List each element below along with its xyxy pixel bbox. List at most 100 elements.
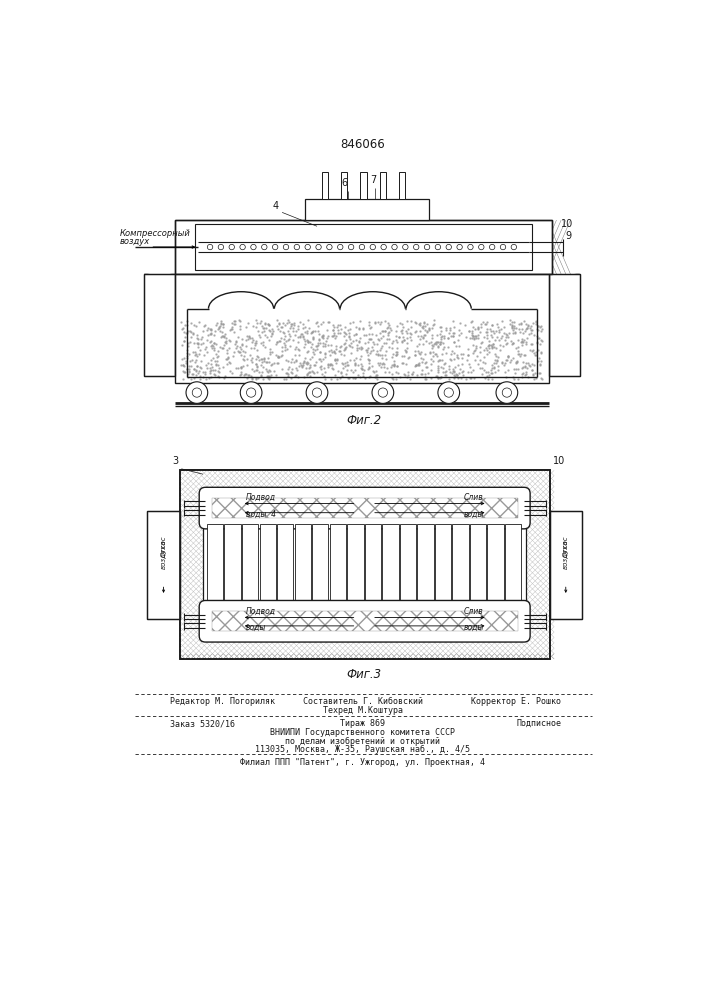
Point [307, 330, 318, 346]
Point [242, 367, 253, 383]
Point [259, 315, 271, 331]
Point [346, 345, 357, 361]
Point [312, 337, 324, 353]
Point [211, 356, 222, 372]
Point [332, 371, 343, 387]
Point [325, 356, 336, 372]
Point [194, 346, 205, 362]
Point [486, 327, 497, 343]
Point [297, 357, 308, 373]
Point [484, 337, 495, 353]
Point [423, 365, 434, 381]
Point [315, 344, 326, 360]
Point [410, 357, 421, 373]
Point [419, 318, 431, 334]
Point [305, 357, 316, 373]
Point [240, 319, 252, 335]
Point [440, 367, 452, 383]
Point [491, 352, 502, 368]
Point [419, 366, 431, 382]
Point [486, 340, 497, 356]
Bar [225, 524, 241, 605]
Point [234, 313, 245, 329]
Point [467, 330, 478, 346]
Point [413, 328, 424, 344]
Point [308, 323, 319, 339]
Point [414, 316, 425, 332]
Point [372, 343, 383, 359]
Point [187, 326, 199, 342]
Point [205, 321, 216, 337]
Point [180, 317, 191, 333]
Point [443, 371, 455, 387]
Point [478, 342, 489, 358]
Point [433, 338, 444, 354]
Point [221, 333, 232, 349]
Point [489, 364, 501, 380]
Point [286, 316, 297, 332]
Point [192, 358, 203, 374]
Point [251, 342, 262, 358]
Circle shape [378, 388, 387, 397]
Point [353, 320, 364, 336]
Bar [549, 274, 580, 376]
Text: Редактор М. Погориляк: Редактор М. Погориляк [170, 698, 275, 706]
Bar [295, 524, 311, 605]
Point [399, 332, 410, 348]
Point [177, 371, 188, 387]
Point [379, 323, 390, 339]
Circle shape [305, 244, 310, 250]
Point [293, 342, 305, 358]
Point [423, 322, 434, 338]
Point [317, 338, 328, 354]
Point [301, 356, 312, 372]
Point [351, 337, 363, 353]
Point [317, 329, 328, 345]
Point [204, 326, 216, 342]
Point [257, 337, 269, 353]
Point [522, 355, 534, 371]
Point [464, 356, 475, 372]
Point [212, 363, 223, 379]
Point [176, 314, 187, 330]
Point [479, 370, 491, 386]
Point [520, 316, 532, 332]
Point [329, 327, 340, 343]
Point [285, 364, 296, 380]
Point [181, 353, 192, 369]
Text: Фиг.3: Фиг.3 [346, 668, 381, 681]
Point [507, 314, 518, 330]
Point [387, 370, 398, 386]
Point [375, 314, 387, 330]
Point [327, 322, 339, 338]
Point [436, 331, 447, 347]
Point [457, 363, 469, 379]
Point [380, 364, 391, 380]
Point [431, 348, 443, 364]
Point [477, 334, 488, 350]
Point [456, 325, 467, 341]
Bar [380, 172, 386, 199]
Point [334, 317, 346, 333]
Point [508, 350, 519, 366]
Circle shape [444, 388, 453, 397]
Point [203, 370, 214, 386]
Point [298, 354, 309, 370]
Point [404, 371, 415, 387]
Point [436, 319, 447, 335]
Point [243, 331, 254, 347]
Point [482, 364, 493, 380]
Point [466, 325, 477, 341]
Point [415, 328, 426, 344]
Point [308, 341, 319, 357]
Point [334, 343, 346, 359]
Point [322, 359, 333, 375]
Point [419, 322, 431, 338]
Point [452, 350, 463, 366]
Point [409, 347, 421, 363]
Point [428, 348, 439, 364]
Point [214, 319, 225, 335]
Point [417, 351, 428, 367]
Point [474, 339, 485, 355]
Point [218, 337, 230, 353]
